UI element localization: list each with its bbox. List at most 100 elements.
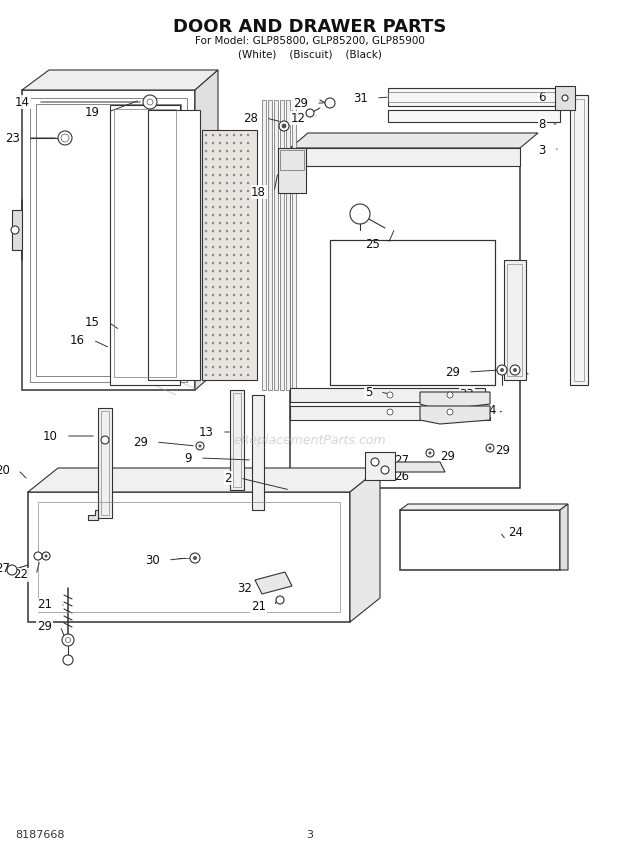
Circle shape (247, 198, 249, 200)
Circle shape (247, 205, 249, 208)
Circle shape (212, 229, 214, 232)
Circle shape (240, 134, 242, 136)
Circle shape (219, 174, 221, 176)
Bar (280, 150, 304, 170)
Circle shape (240, 302, 242, 304)
Circle shape (240, 318, 242, 320)
Circle shape (247, 158, 249, 160)
Circle shape (426, 449, 434, 457)
Circle shape (226, 246, 228, 248)
Circle shape (219, 134, 221, 136)
Bar (290, 406, 490, 420)
Bar (504, 260, 526, 380)
Circle shape (447, 409, 453, 415)
Circle shape (212, 222, 214, 224)
Circle shape (232, 350, 235, 352)
Polygon shape (420, 392, 490, 410)
Bar (400, 510, 560, 570)
Circle shape (219, 310, 221, 312)
Circle shape (205, 278, 207, 280)
Text: 28: 28 (243, 111, 258, 124)
Circle shape (219, 318, 221, 320)
Circle shape (212, 150, 214, 152)
Circle shape (232, 374, 235, 376)
Circle shape (212, 253, 214, 256)
Circle shape (212, 318, 214, 320)
Circle shape (226, 214, 228, 217)
Text: 4: 4 (489, 403, 496, 417)
Circle shape (219, 262, 221, 265)
Text: 27: 27 (0, 562, 10, 574)
Circle shape (226, 270, 228, 272)
Circle shape (232, 334, 235, 336)
Circle shape (240, 366, 242, 368)
Circle shape (212, 166, 214, 168)
Bar (30, 98, 187, 382)
Circle shape (205, 222, 207, 224)
Circle shape (205, 334, 207, 336)
Text: 29: 29 (495, 443, 510, 456)
Circle shape (240, 229, 242, 232)
Circle shape (212, 262, 214, 265)
Polygon shape (22, 70, 218, 90)
Circle shape (226, 342, 228, 344)
Circle shape (205, 310, 207, 312)
Circle shape (226, 262, 228, 265)
Circle shape (226, 134, 228, 136)
Circle shape (198, 444, 202, 448)
Polygon shape (290, 133, 538, 148)
Circle shape (387, 409, 393, 415)
Circle shape (240, 326, 242, 328)
Circle shape (205, 190, 207, 193)
Circle shape (226, 190, 228, 193)
Text: 3: 3 (539, 144, 546, 157)
Text: 3: 3 (306, 830, 314, 840)
Bar (574, 99, 584, 381)
Circle shape (226, 350, 228, 352)
Bar (114, 109, 176, 377)
Circle shape (226, 158, 228, 160)
Circle shape (279, 121, 289, 131)
Circle shape (381, 466, 389, 474)
Circle shape (219, 286, 221, 288)
Bar (290, 388, 485, 402)
Circle shape (212, 134, 214, 136)
Circle shape (510, 365, 520, 375)
Circle shape (219, 270, 221, 272)
Text: 2: 2 (224, 472, 232, 484)
Circle shape (232, 278, 235, 280)
Circle shape (226, 326, 228, 328)
Text: 29: 29 (293, 97, 308, 110)
Circle shape (205, 246, 207, 248)
Bar (101, 411, 109, 515)
Text: 18: 18 (251, 186, 266, 199)
Circle shape (219, 334, 221, 336)
Circle shape (240, 246, 242, 248)
Circle shape (282, 124, 286, 128)
Circle shape (205, 174, 207, 176)
Circle shape (190, 553, 200, 563)
Circle shape (247, 214, 249, 217)
Circle shape (240, 150, 242, 152)
Text: 26: 26 (394, 469, 409, 483)
Circle shape (205, 238, 207, 241)
Circle shape (232, 286, 235, 288)
Bar (290, 148, 520, 488)
Bar (292, 100, 296, 390)
Circle shape (212, 374, 214, 376)
Circle shape (205, 302, 207, 304)
Circle shape (212, 246, 214, 248)
Text: 6: 6 (539, 91, 546, 104)
Circle shape (240, 214, 242, 217)
Polygon shape (420, 406, 490, 424)
Text: 13: 13 (199, 425, 214, 438)
Circle shape (219, 246, 221, 248)
Text: 33: 33 (459, 388, 474, 401)
Circle shape (247, 310, 249, 312)
Circle shape (497, 365, 507, 375)
Circle shape (205, 262, 207, 265)
Text: 12: 12 (291, 111, 306, 124)
Circle shape (205, 318, 207, 320)
Polygon shape (88, 510, 98, 520)
Circle shape (232, 358, 235, 360)
